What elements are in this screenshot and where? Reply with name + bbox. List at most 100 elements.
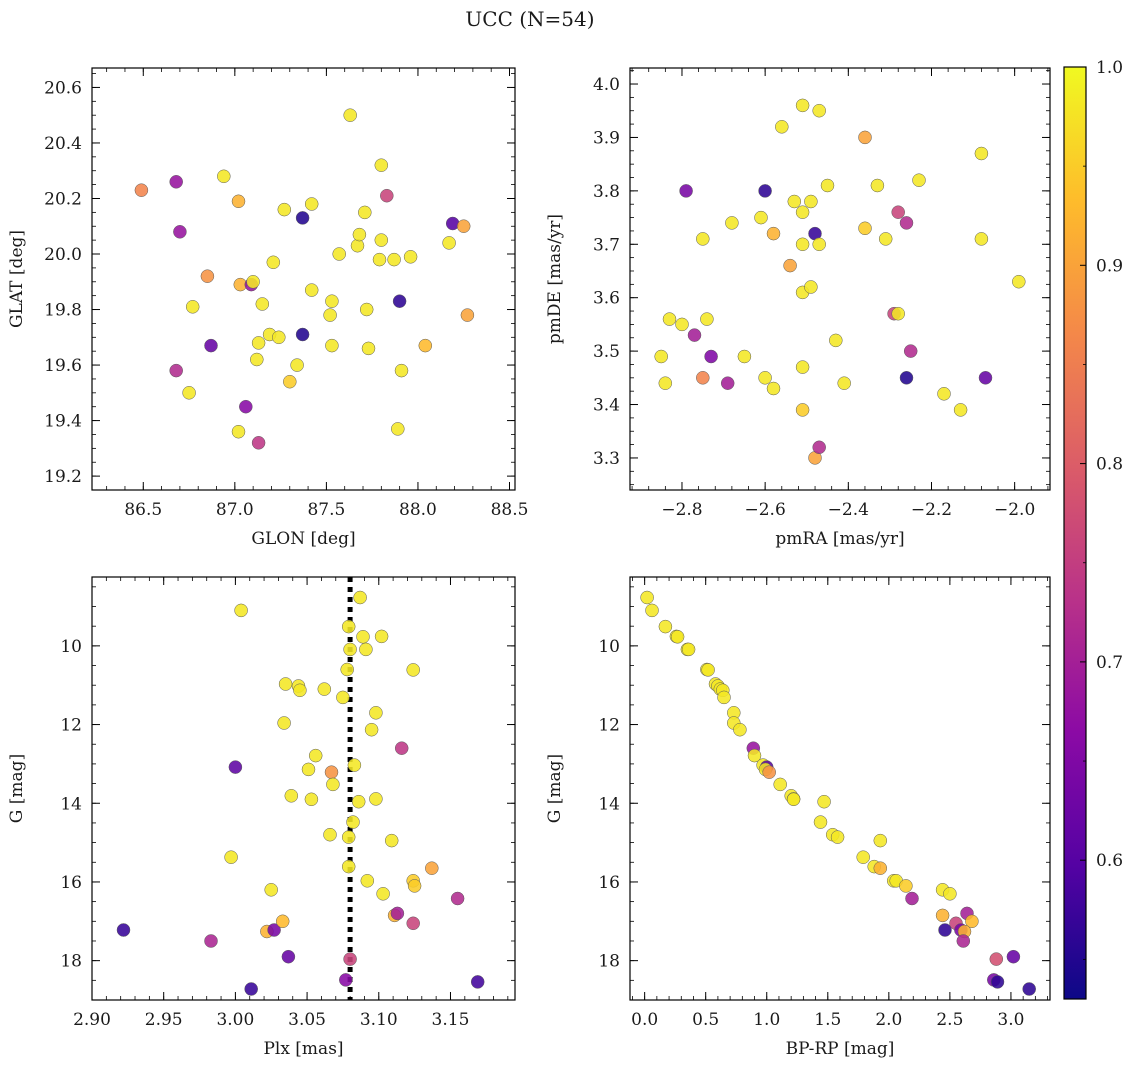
scatter-point xyxy=(912,173,926,187)
scatter-point xyxy=(658,619,673,634)
scatter-point xyxy=(899,879,913,893)
scatter-point xyxy=(903,344,918,358)
scatter-point xyxy=(325,294,339,308)
x-tick-label: 0.5 xyxy=(692,1010,719,1030)
figure-title: UCC (N=54) xyxy=(465,7,594,31)
scatter-point xyxy=(323,827,337,842)
scatter-point xyxy=(935,908,950,923)
scatter-point xyxy=(343,952,357,966)
scatter-point xyxy=(878,232,893,246)
scatter-point xyxy=(325,338,339,353)
scatter-point xyxy=(251,436,266,450)
x-tick-label: 1.0 xyxy=(753,1010,780,1030)
scatter-points xyxy=(134,108,475,450)
scatter-point xyxy=(425,861,439,875)
x-tick-label: 1.5 xyxy=(814,1010,841,1030)
scatter-point xyxy=(384,833,399,848)
scatter-point xyxy=(361,341,376,356)
scatter-point xyxy=(350,238,365,253)
scatter-point xyxy=(359,302,374,317)
scatter-point xyxy=(812,237,826,252)
scatter-point xyxy=(360,874,375,888)
scatter-point xyxy=(173,225,187,239)
scatter-point xyxy=(239,399,253,414)
scatter-point xyxy=(374,629,389,644)
scatter-point xyxy=(204,934,218,948)
scatter-point xyxy=(224,850,238,864)
scatter-point xyxy=(450,891,465,906)
scatter-point xyxy=(250,352,264,367)
scatter-point xyxy=(943,887,957,901)
scatter-point xyxy=(374,233,389,247)
scatter-point xyxy=(283,374,297,389)
y-tick-label: 3.5 xyxy=(593,342,620,362)
scatter-point xyxy=(754,210,768,225)
scatter-point xyxy=(352,227,367,242)
scatter-point xyxy=(817,794,831,809)
scatter-point xyxy=(837,376,851,390)
scatter-point xyxy=(204,338,218,353)
scatter-point xyxy=(974,146,989,161)
scatter-point xyxy=(364,722,379,737)
scatter-point xyxy=(392,294,407,308)
scatter-point xyxy=(786,792,801,807)
x-tick-label: 3.05 xyxy=(288,1010,326,1030)
scatter-point xyxy=(134,183,149,197)
scatter-point xyxy=(295,327,310,342)
scatter-point xyxy=(295,211,310,225)
scatter-point xyxy=(870,178,885,193)
scatter-point xyxy=(347,758,362,772)
x-tick-label: 2.95 xyxy=(145,1010,183,1030)
y-tick-label: 10 xyxy=(60,637,82,657)
scatter-point xyxy=(813,815,828,829)
x-tick-label: 3.15 xyxy=(432,1010,470,1030)
scatter-point xyxy=(284,789,299,803)
scatter-point xyxy=(662,312,677,326)
scatter-point xyxy=(725,216,739,230)
x-tick-label: 2.90 xyxy=(73,1010,111,1030)
y-tick-label: 3.4 xyxy=(593,396,620,416)
y-tick-label: 12 xyxy=(598,716,620,736)
scatter-point xyxy=(394,363,409,378)
scatter-point xyxy=(301,762,316,777)
y-tick-label: 3.9 xyxy=(593,128,620,148)
x-axis-label: Plx [mas] xyxy=(263,1039,343,1059)
y-tick-label: 16 xyxy=(598,873,620,893)
scatter-point xyxy=(679,184,693,198)
scatter-point xyxy=(317,682,332,696)
scatter-point xyxy=(460,308,475,322)
scatter-point xyxy=(773,777,787,792)
y-tick-label: 16 xyxy=(60,873,82,893)
colorbar-tick-label: 0.6 xyxy=(1096,851,1123,871)
y-tick-label: 14 xyxy=(598,794,620,814)
scatter-point xyxy=(376,887,390,901)
scatter-points xyxy=(116,590,485,996)
scatter-point xyxy=(369,706,383,720)
y-tick-label: 20.0 xyxy=(44,245,82,265)
colorbar: 0.6 0.7 0.8 0.9 1.0 xyxy=(1063,58,1123,1000)
x-tick-label: −2.0 xyxy=(994,500,1035,520)
scatter-point xyxy=(359,642,373,657)
scatter-point xyxy=(937,387,951,401)
scatter-point xyxy=(737,349,752,364)
scatter-points xyxy=(654,98,1026,465)
scatter-point xyxy=(891,205,905,219)
scatter-point xyxy=(200,269,215,283)
scatter-point xyxy=(217,169,231,184)
x-axis-label: pmRA [mas/yr] xyxy=(775,529,904,549)
scatter-point xyxy=(762,765,776,779)
scatter-point xyxy=(326,777,340,792)
scatter-point xyxy=(829,333,843,348)
scatter-point xyxy=(858,221,872,236)
scatter-point xyxy=(182,386,196,400)
x-tick-label: 2.5 xyxy=(936,1010,963,1030)
scatter-point xyxy=(787,194,802,209)
scatter-point xyxy=(406,663,420,677)
x-tick-label: 86.5 xyxy=(124,500,162,520)
scatter-panel-1: 86.5 87.0 87.5 88.0 88.5 19.2 19.4 19.6 19.8 20.0… xyxy=(7,67,529,549)
x-tick-label: 88.5 xyxy=(491,500,529,520)
scatter-point xyxy=(403,250,418,264)
x-tick-label: −2.2 xyxy=(911,500,952,520)
scatter-point xyxy=(953,403,968,417)
scatter-point xyxy=(645,603,659,618)
